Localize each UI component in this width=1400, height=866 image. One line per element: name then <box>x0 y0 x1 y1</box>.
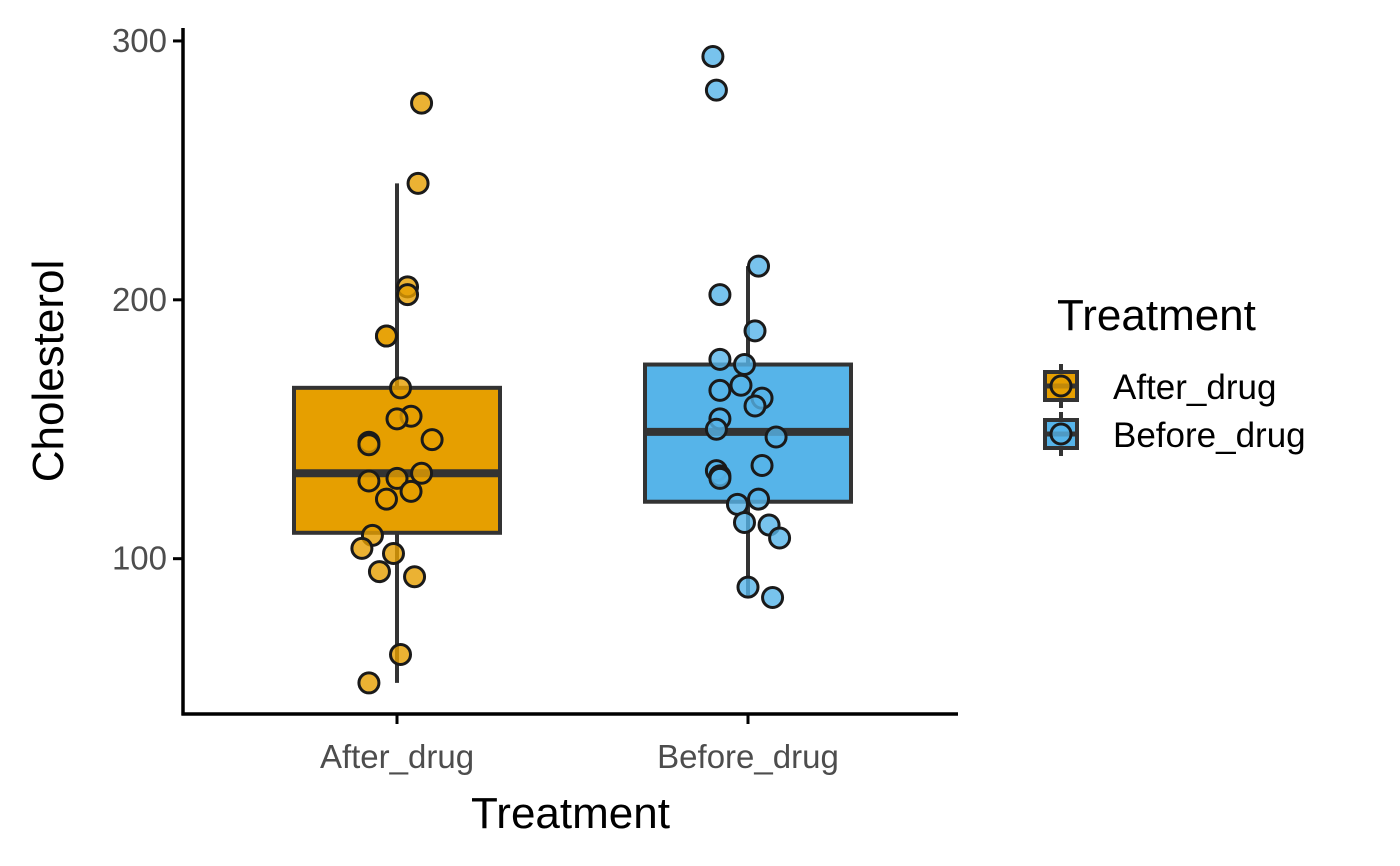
data-point <box>747 487 771 511</box>
data-point <box>396 283 420 307</box>
series-group <box>643 44 853 610</box>
legend-key <box>1043 364 1079 408</box>
y-tick-label: 200 <box>112 281 167 318</box>
data-point <box>381 542 405 566</box>
data-point <box>374 487 398 511</box>
data-point <box>389 376 413 400</box>
legend-label: Before_drug <box>1113 416 1306 455</box>
data-point <box>743 394 767 418</box>
data-point <box>357 433 381 457</box>
data-point <box>761 586 785 610</box>
data-point <box>708 378 732 402</box>
data-point <box>350 536 374 560</box>
x-tick-label: Before_drug <box>657 738 839 775</box>
data-point <box>403 565 427 589</box>
data-point <box>399 479 423 503</box>
data-point <box>420 428 444 452</box>
data-point <box>747 254 771 278</box>
legend-key <box>1043 412 1079 456</box>
data-point <box>704 78 728 102</box>
data-point <box>367 560 391 584</box>
data-point <box>764 425 788 449</box>
data-point <box>729 373 753 397</box>
data-point <box>704 417 728 441</box>
x-tick-label: After_drug <box>320 738 474 775</box>
legend-key-point <box>1049 374 1073 398</box>
data-point <box>732 510 756 534</box>
y-tick-label: 100 <box>112 540 167 577</box>
data-point <box>385 407 409 431</box>
data-point <box>374 324 398 348</box>
legend: Treatment After_drug Before_drug <box>1043 291 1306 456</box>
data-point <box>410 91 434 115</box>
data-point <box>389 642 413 666</box>
data-point <box>357 671 381 695</box>
data-point <box>750 453 774 477</box>
data-point <box>736 575 760 599</box>
data-point <box>732 353 756 377</box>
data-point <box>743 319 767 343</box>
y-axis-title: Cholesterol <box>24 260 73 483</box>
data-point <box>357 469 381 493</box>
y-tick-label: 300 <box>112 22 167 59</box>
data-point <box>410 461 434 485</box>
data-point <box>708 283 732 307</box>
legend-label: After_drug <box>1113 368 1276 407</box>
data-point <box>708 466 732 490</box>
series-group <box>292 91 502 695</box>
data-point <box>701 44 725 68</box>
x-axis-title: Treatment <box>471 789 670 838</box>
data-point <box>768 526 792 550</box>
data-point <box>708 347 732 371</box>
legend-title: Treatment <box>1057 291 1256 340</box>
legend-key-point <box>1049 422 1073 446</box>
data-point <box>406 171 430 195</box>
plot-area <box>292 44 853 695</box>
data-point <box>385 466 409 490</box>
axes: 100 200 300 After_drug Before_drug <box>112 22 958 775</box>
